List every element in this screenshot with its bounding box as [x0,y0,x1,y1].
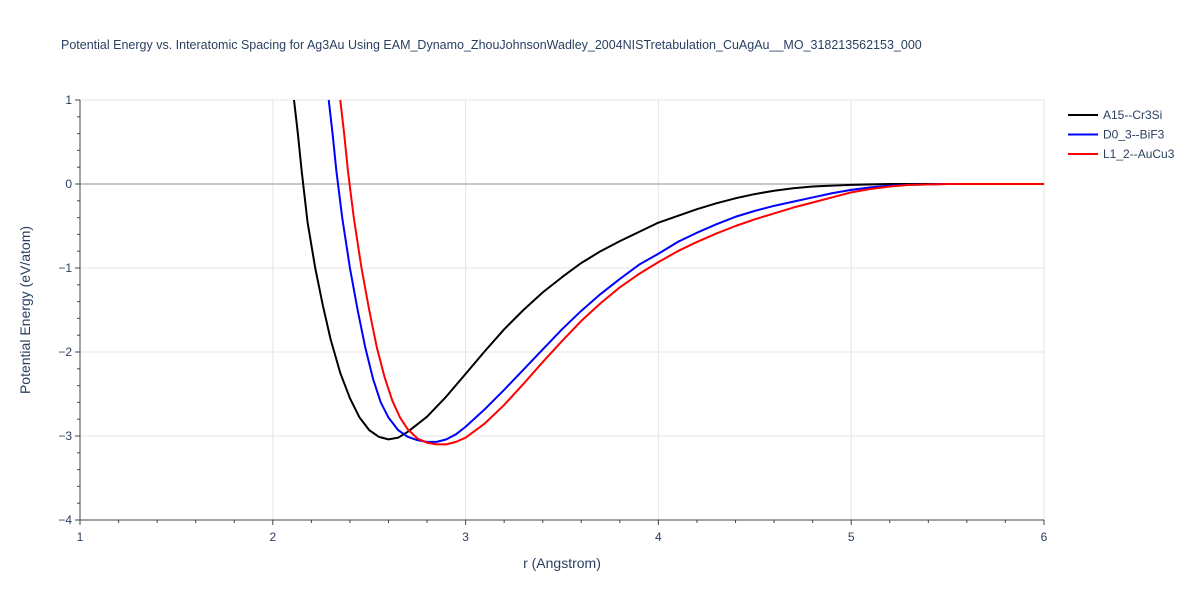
x-tick-label: 5 [848,530,855,544]
legend-item-1[interactable]: D0_3--BiF3 [1068,128,1165,142]
x-tick-label: 3 [462,530,469,544]
legend-item-2[interactable]: L1_2--AuCu3 [1068,147,1175,161]
x-tick-label: 2 [269,530,276,544]
legend[interactable]: A15--Cr3Si D0_3--BiF3 L1_2--AuCu3 [1068,108,1175,161]
y-axis-title: Potential Energy (eV/atom) [17,226,33,394]
y-tick-label: −3 [58,429,72,443]
y-tick-label: −4 [58,513,72,527]
grid-layer [80,99,1045,520]
series-line-0 [293,100,1044,441]
legend-label: D0_3--BiF3 [1103,128,1165,142]
x-axis-title: r (Angstrom) [523,555,601,571]
y-tick-label: 1 [65,93,72,107]
x-tick-label: 6 [1041,530,1048,544]
legend-label: L1_2--AuCu3 [1103,147,1175,161]
y-tick-label: 0 [65,177,72,191]
tick-label-layer: 1 2 3 4 5 6 −4 −3 −2 −1 0 1 [58,93,1047,544]
series-layer [293,100,1044,446]
legend-item-0[interactable]: A15--Cr3Si [1068,108,1162,122]
x-tick-label: 4 [655,530,662,544]
x-tick-label: 1 [77,530,84,544]
y-tick-label: −1 [58,261,72,275]
series-line-1 [327,100,1044,443]
series-line-2 [339,100,1044,446]
axis-layer [75,99,1045,525]
y-tick-label: −2 [58,345,72,359]
legend-label: A15--Cr3Si [1103,108,1162,122]
chart-title: Potential Energy vs. Interatomic Spacing… [61,38,922,52]
